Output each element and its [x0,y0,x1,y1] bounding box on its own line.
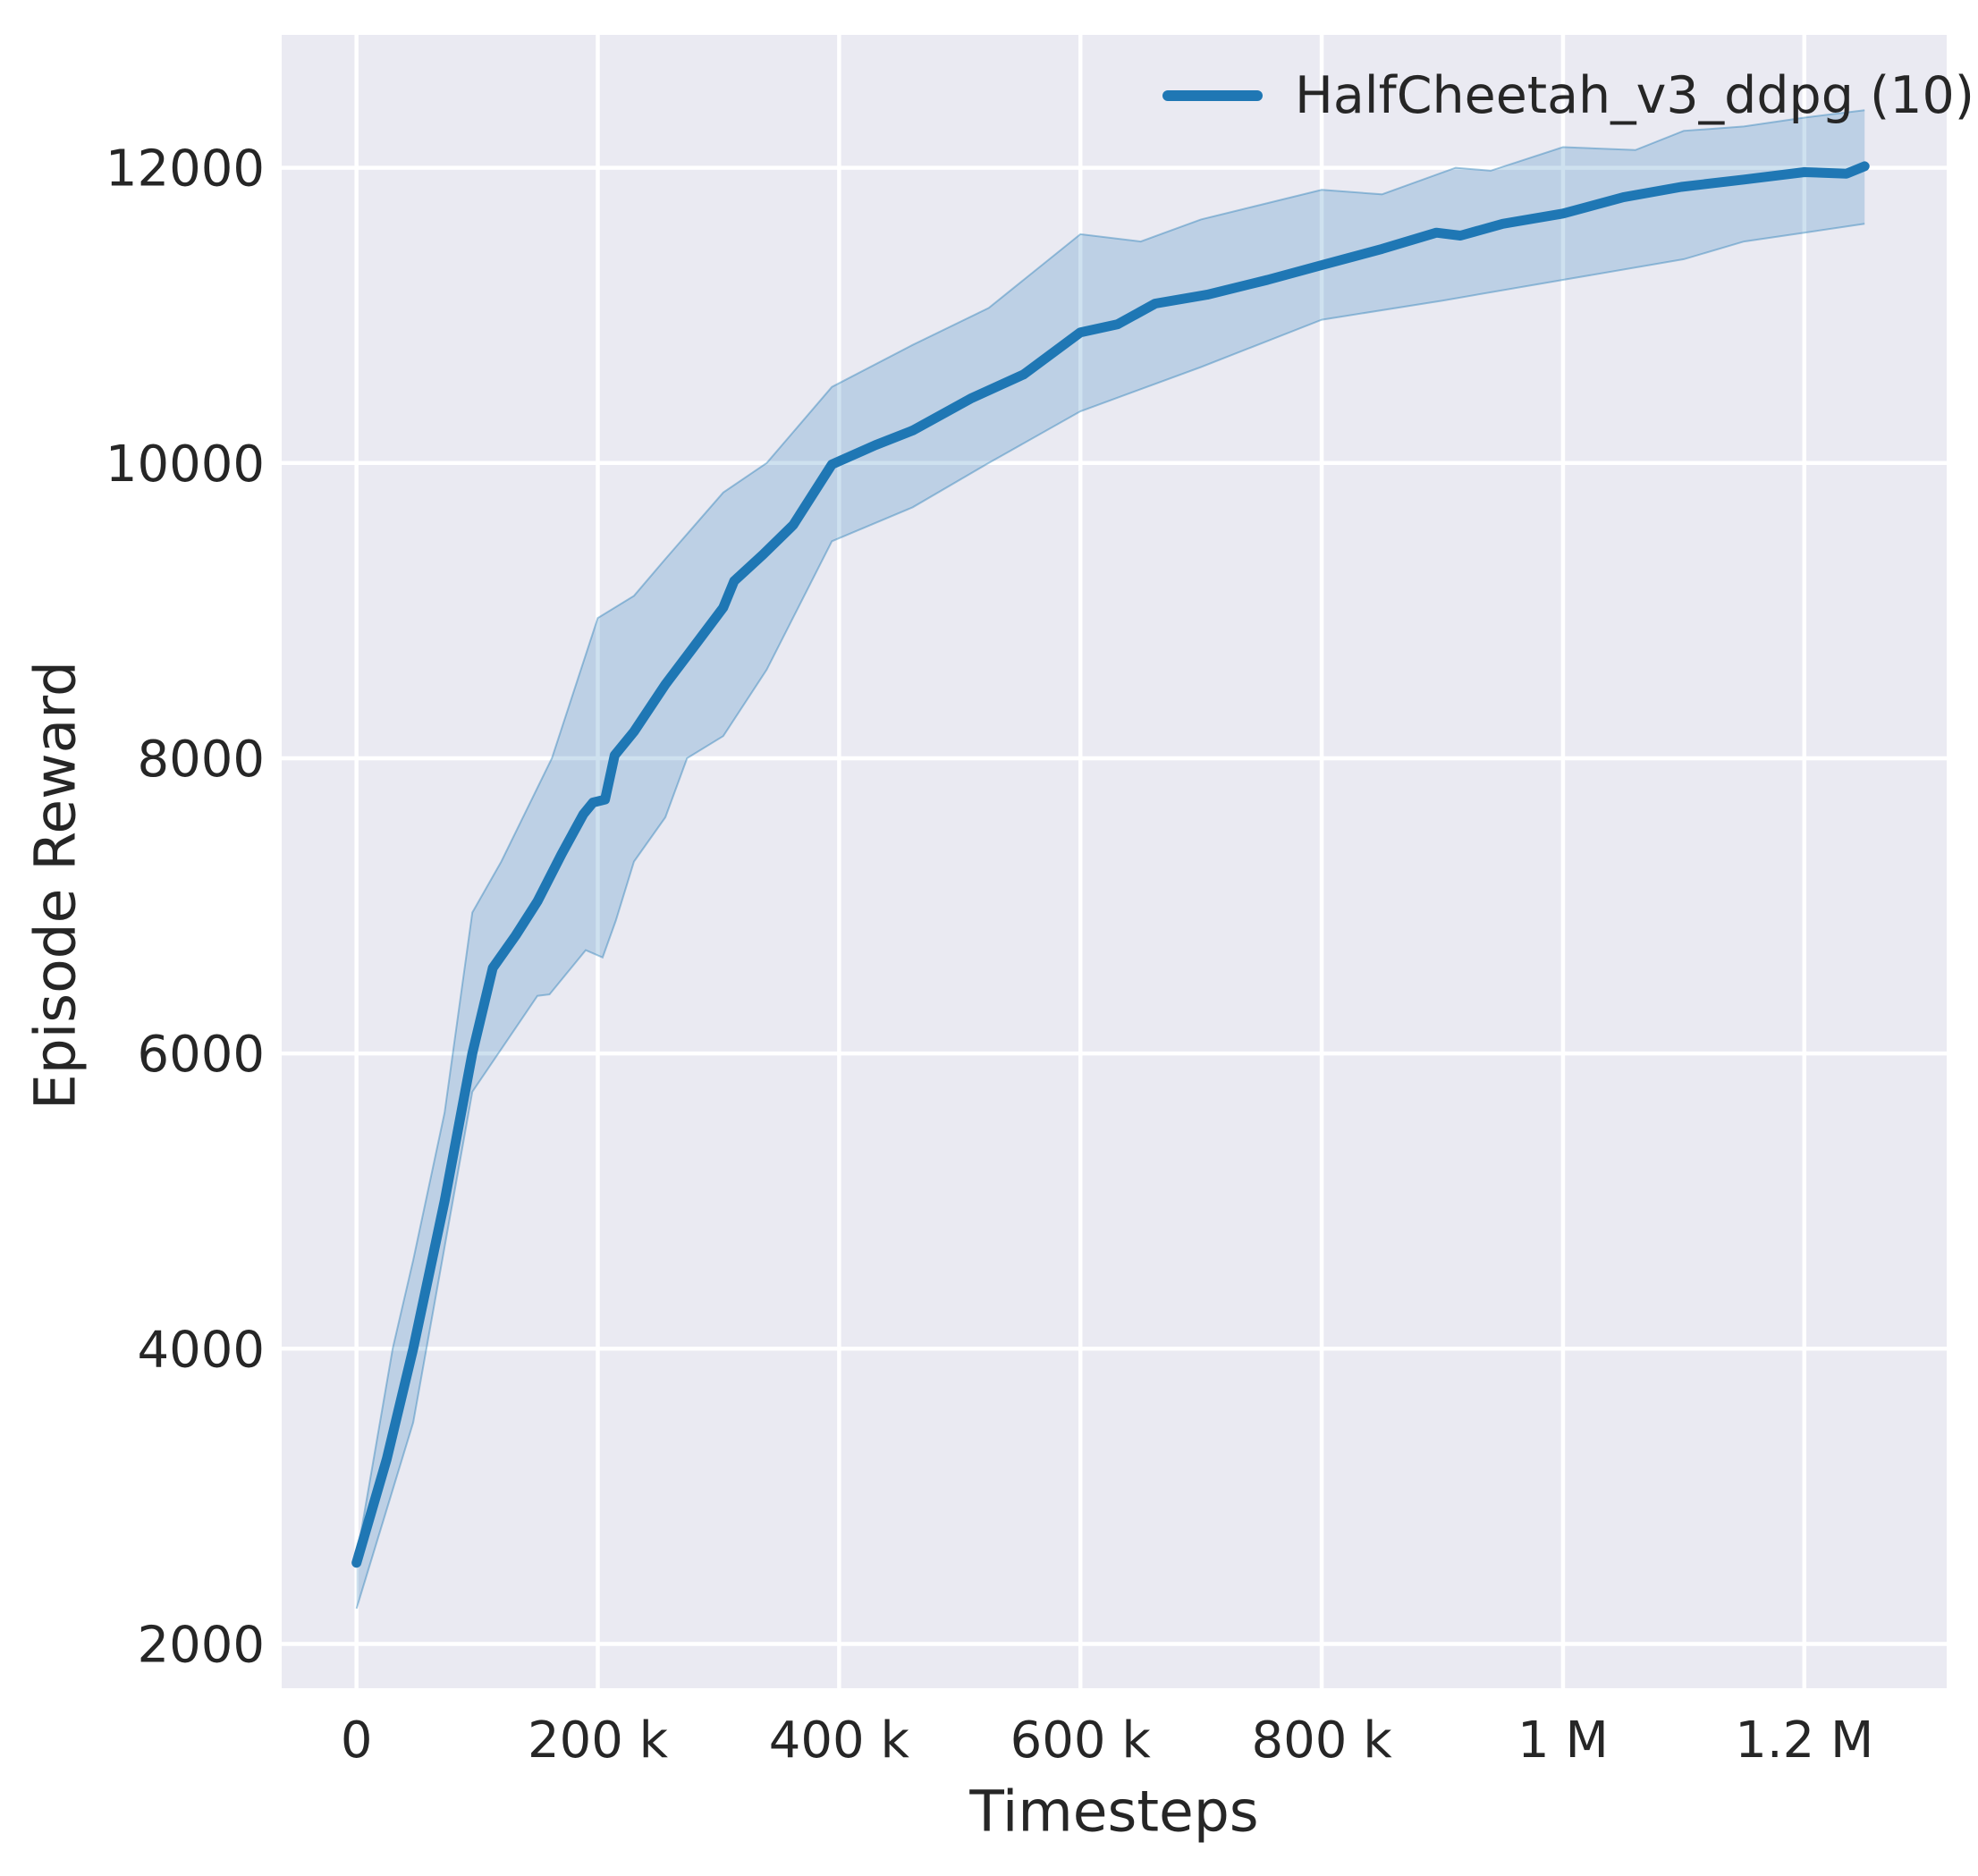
x-tick-labels: 0 200 k 400 k 600 k 800 k 1 M 1.2 M [341,1711,1874,1770]
confidence-band-upper-edge [355,109,1865,1559]
series-line [351,161,1870,1568]
x-tick-label: 600 k [1010,1711,1152,1770]
legend: HalfCheetah_v3_ddpg (10) [1162,66,1974,125]
confidence-band-lower-edge [355,223,1865,1610]
gridlines [282,35,1947,1688]
legend-line-sample [1162,90,1263,101]
y-axis-title: Episode Reward [22,660,89,1111]
x-tick-label: 1.2 M [1735,1711,1873,1770]
series-layer [351,109,1870,1610]
y-tick-label: 12000 [106,140,265,199]
y-tick-label: 6000 [137,1026,265,1084]
x-tick-label: 800 k [1252,1711,1393,1770]
y-tick-labels: 2000 4000 6000 8000 10000 12000 [106,140,265,1675]
y-tick-label: 10000 [106,435,265,494]
y-tick-label: 2000 [137,1616,265,1674]
x-tick-label: 0 [341,1711,373,1770]
legend-label: HalfCheetah_v3_ddpg (10) [1295,66,1975,125]
x-tick-label: 200 k [528,1711,669,1770]
y-tick-label: 4000 [137,1321,265,1379]
x-tick-label: 1 M [1517,1711,1609,1770]
x-tick-label: 400 k [769,1711,910,1770]
y-tick-label: 8000 [137,731,265,789]
x-axis-title: Timesteps [969,1779,1259,1845]
